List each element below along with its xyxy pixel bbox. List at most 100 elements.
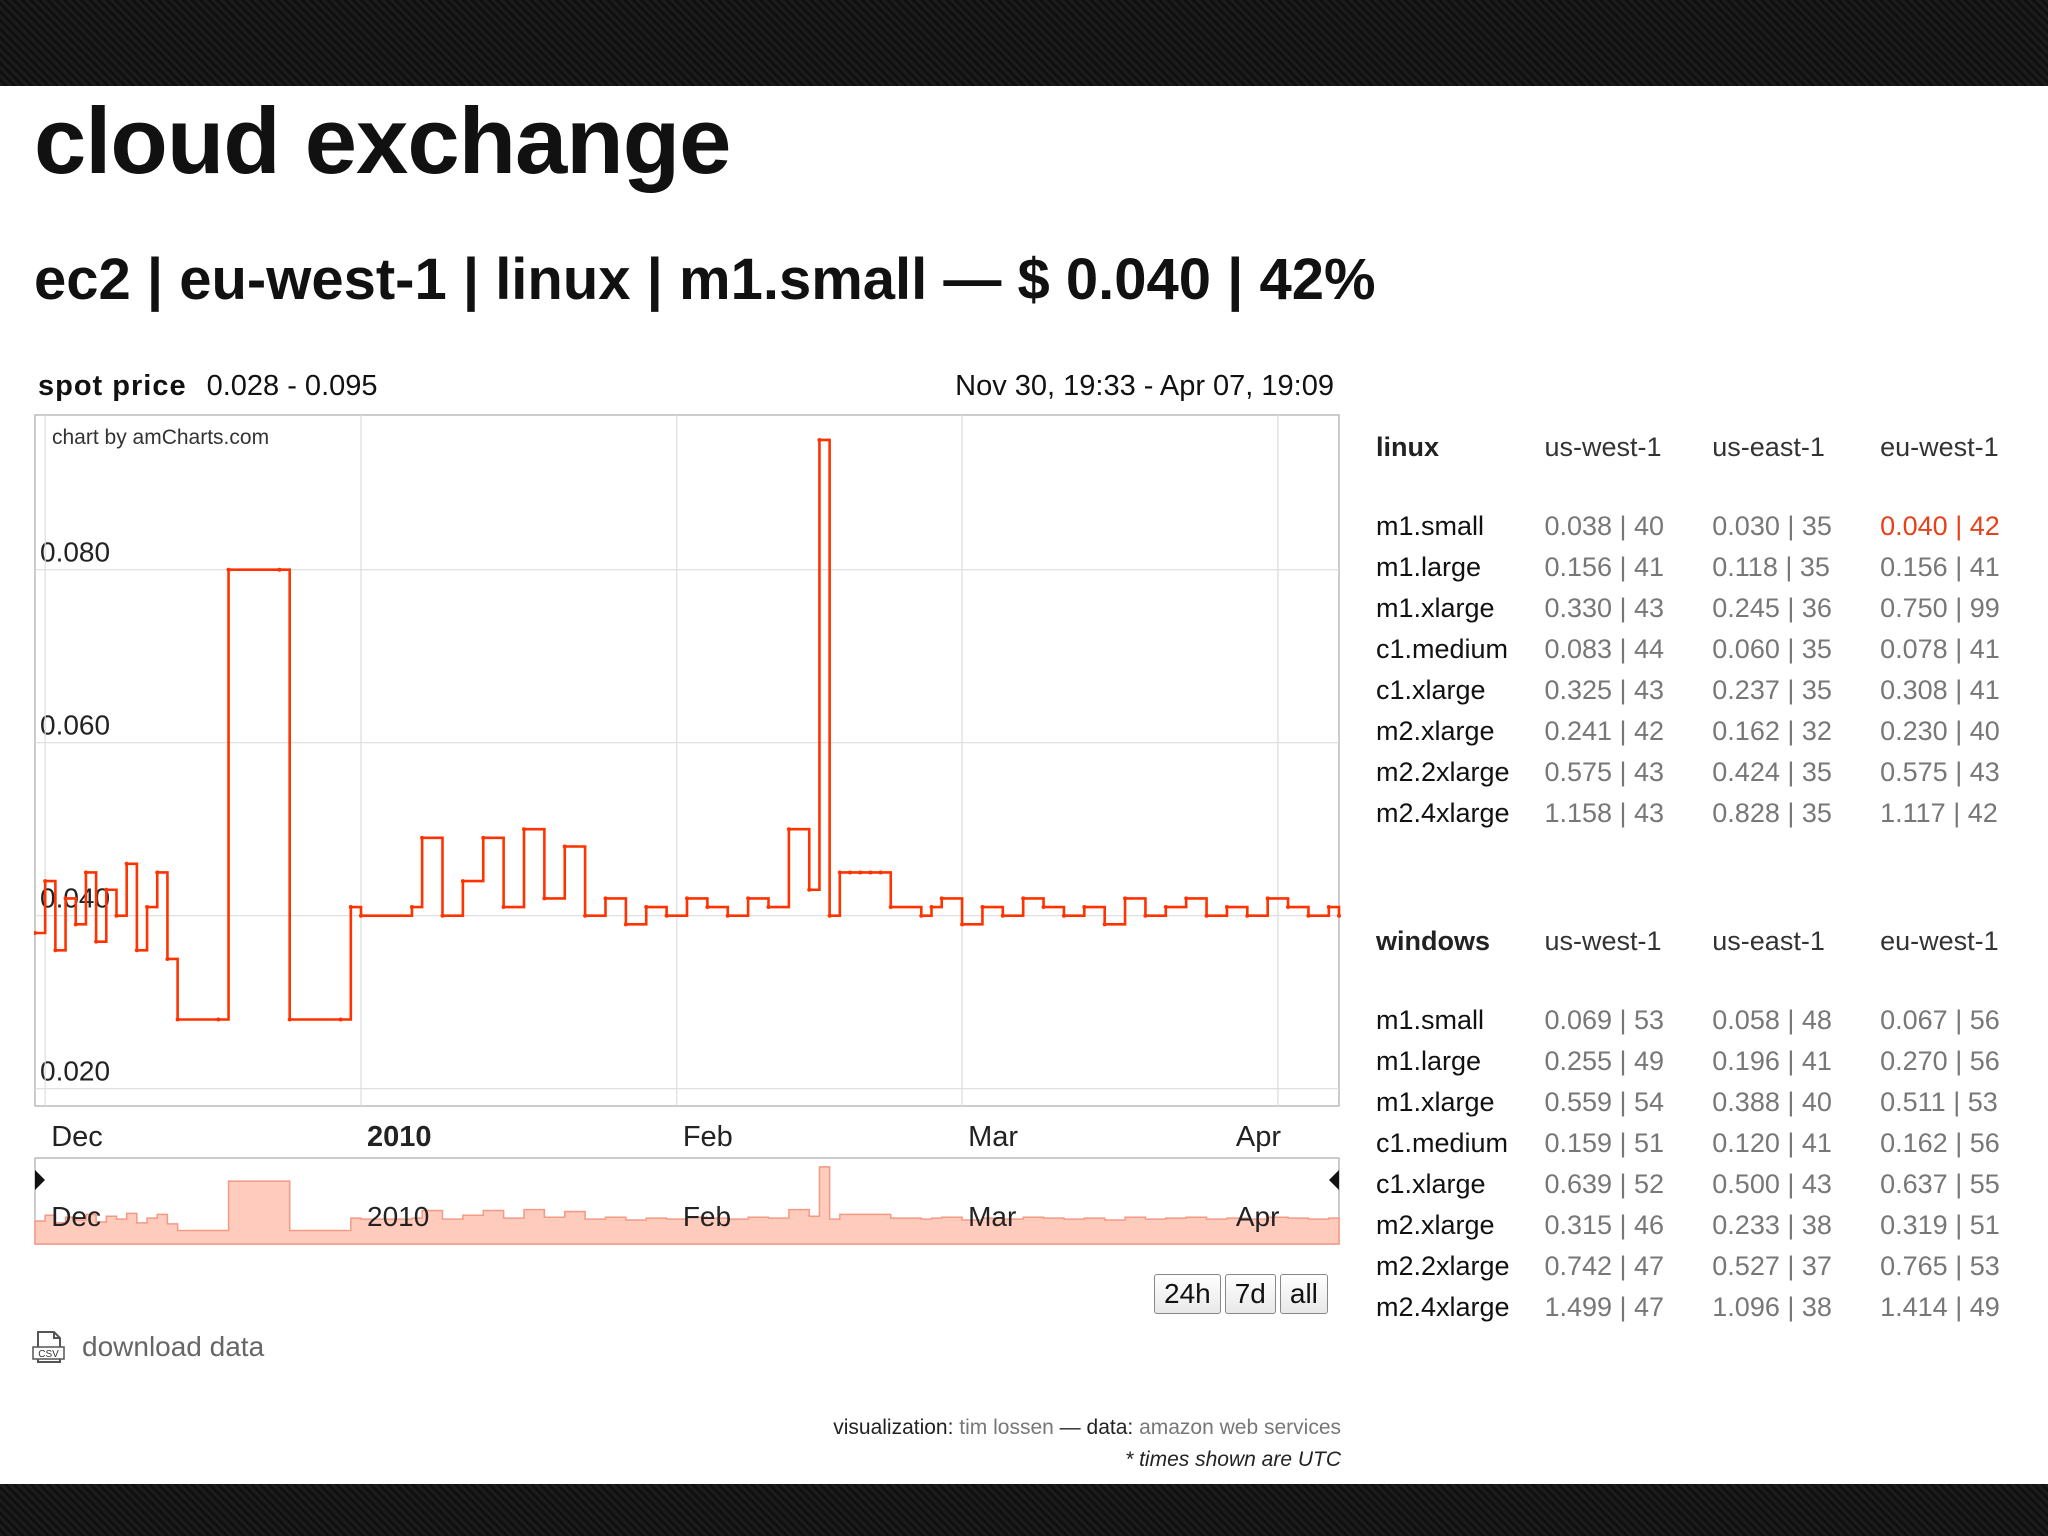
price-cell[interactable]: 0.828 | 35 xyxy=(1712,798,1832,828)
price-cell[interactable]: 0.424 | 35 xyxy=(1712,757,1832,787)
linux-col-us-east-1: us-east-1 xyxy=(1712,431,1825,462)
price-cell[interactable]: 0.038 | 40 xyxy=(1544,511,1665,541)
table-row[interactable]: c1.xlarge 0.639 | 52 0.500 | 43 0.637 | 55 xyxy=(1376,1164,2048,1205)
price-cell[interactable]: 0.233 | 38 xyxy=(1712,1210,1832,1240)
price-cell[interactable]: 0.156 | 41 xyxy=(1880,552,2000,582)
price-cell[interactable]: 0.156 | 41 xyxy=(1544,552,1665,582)
price-cell[interactable]: 1.158 | 43 xyxy=(1544,798,1665,828)
price-cell[interactable]: 0.308 | 41 xyxy=(1880,675,2000,705)
table-row[interactable]: m1.xlarge 0.559 | 54 0.388 | 40 0.511 | 53 xyxy=(1376,1082,2048,1123)
price-cell[interactable]: 0.330 | 43 xyxy=(1544,593,1665,623)
price-cell[interactable]: 0.388 | 40 xyxy=(1712,1087,1832,1117)
table-row[interactable]: m1.large 0.255 | 49 0.196 | 41 0.270 | 56 xyxy=(1376,1041,2048,1082)
price-cell[interactable]: 0.159 | 51 xyxy=(1544,1128,1665,1158)
data-point xyxy=(522,827,526,832)
data-point xyxy=(1245,913,1250,918)
price-cell[interactable]: 0.058 | 48 xyxy=(1712,1005,1832,1035)
price-cell[interactable]: 0.315 | 46 xyxy=(1544,1210,1665,1240)
price-cell[interactable]: 0.527 | 37 xyxy=(1712,1251,1832,1281)
data-point xyxy=(1265,896,1270,901)
data-point xyxy=(827,913,832,918)
price-cell[interactable]: 0.230 | 40 xyxy=(1880,716,2000,746)
data-point xyxy=(888,905,893,910)
price-cell[interactable]: 0.078 | 41 xyxy=(1880,634,2000,664)
data-point xyxy=(83,870,88,875)
data-point xyxy=(919,913,924,918)
price-cell[interactable]: 1.414 | 49 xyxy=(1880,1292,2000,1322)
range-button-all[interactable]: all xyxy=(1279,1274,1328,1315)
table-row[interactable]: m1.large 0.156 | 41 0.118 | 35 0.156 | 41 xyxy=(1376,547,2048,588)
table-row[interactable]: m2.4xlarge 1.499 | 47 1.096 | 38 1.414 | 49 xyxy=(1376,1287,2048,1328)
table-row[interactable]: c1.medium 0.159 | 51 0.120 | 41 0.162 | 56 xyxy=(1376,1123,2048,1164)
price-cell[interactable]: 0.245 | 36 xyxy=(1712,593,1832,623)
credits-data-name[interactable]: amazon web services xyxy=(1139,1416,1341,1439)
x-axis-tick-label: Feb xyxy=(683,1121,733,1153)
price-cell[interactable]: 1.117 | 42 xyxy=(1880,798,1998,828)
x-axis-tick-label: 2010 xyxy=(367,1121,432,1153)
data-point xyxy=(1123,896,1128,901)
price-cell[interactable]: 0.559 | 54 xyxy=(1544,1087,1665,1117)
data-point xyxy=(338,1017,343,1022)
table-row[interactable]: m1.xlarge 0.330 | 43 0.245 | 36 0.750 | 99 xyxy=(1376,588,2048,629)
navigator-right-handle[interactable] xyxy=(1329,1170,1339,1190)
table-row[interactable]: m1.small 0.069 | 53 0.058 | 48 0.067 | 56 xyxy=(1376,1000,2048,1041)
table-row[interactable]: c1.xlarge 0.325 | 43 0.237 | 35 0.308 | 41 xyxy=(1376,670,2048,711)
linux-table-header: linux xyxy=(1376,431,1440,462)
price-cell[interactable]: 0.118 | 35 xyxy=(1712,552,1830,582)
price-cell[interactable]: 0.319 | 51 xyxy=(1880,1210,2000,1240)
data-point xyxy=(583,913,588,918)
price-cell[interactable]: 0.067 | 56 xyxy=(1880,1005,2000,1035)
navigator-left-handle[interactable] xyxy=(35,1170,45,1190)
data-point xyxy=(848,870,852,875)
data-point xyxy=(501,905,506,910)
price-cell[interactable]: 0.069 | 53 xyxy=(1544,1005,1665,1035)
data-point xyxy=(1163,905,1168,910)
table-row[interactable]: m2.4xlarge 1.158 | 43 0.828 | 35 1.117 | 42 xyxy=(1376,793,2048,834)
data-point xyxy=(1286,905,1291,910)
table-row[interactable]: m2.2xlarge 0.742 | 47 0.527 | 37 0.765 | 53 xyxy=(1376,1246,2048,1287)
table-row[interactable]: m1.small 0.038 | 40 0.030 | 35 0.040 | 42 xyxy=(1376,506,2048,547)
price-cell[interactable]: 0.575 | 43 xyxy=(1880,757,2000,787)
data-point xyxy=(725,913,730,918)
price-cell[interactable]: 0.060 | 35 xyxy=(1712,634,1832,664)
price-cell[interactable]: 0.637 | 55 xyxy=(1880,1169,2000,1199)
spot-price-chart[interactable]: 0.020 0.040 0.060 0.080 Dec 2010 Feb Mar Apr char… xyxy=(33,414,1344,1274)
table-row[interactable]: m2.2xlarge 0.575 | 43 0.424 | 35 0.575 | 43 xyxy=(1376,752,2048,793)
price-cell[interactable]: 0.765 | 53 xyxy=(1880,1251,2000,1281)
price-cell[interactable]: 0.750 | 99 xyxy=(1880,593,2000,623)
credits-viz-name[interactable]: tim lossen xyxy=(959,1416,1054,1439)
price-cell[interactable]: 0.500 | 43 xyxy=(1712,1169,1832,1199)
table-row[interactable]: m2.xlarge 0.241 | 42 0.162 | 32 0.230 | 40 xyxy=(1376,711,2048,752)
table-row[interactable]: m2.xlarge 0.315 | 46 0.233 | 38 0.319 | 51 xyxy=(1376,1205,2048,1246)
price-cell[interactable]: 0.575 | 43 xyxy=(1544,757,1665,787)
price-cell[interactable]: 0.511 | 53 xyxy=(1880,1087,1998,1117)
instance-type: m1.small xyxy=(1376,1005,1485,1035)
price-cell[interactable]: 0.030 | 35 xyxy=(1712,511,1832,541)
price-cell[interactable]: 0.040 | 42 xyxy=(1880,511,2000,541)
price-cell[interactable]: 1.096 | 38 xyxy=(1712,1292,1832,1322)
download-data-link[interactable]: CSV download data xyxy=(32,1330,264,1364)
instance-type: m2.2xlarge xyxy=(1376,757,1510,787)
price-cell[interactable]: 1.499 | 47 xyxy=(1544,1292,1665,1322)
table-row[interactable]: c1.medium 0.083 | 44 0.060 | 35 0.078 | 41 xyxy=(1376,629,2048,670)
data-point xyxy=(124,861,129,866)
price-cell[interactable]: 0.120 | 41 xyxy=(1712,1128,1832,1158)
price-cell[interactable]: 0.639 | 52 xyxy=(1544,1169,1665,1199)
price-cell[interactable]: 0.325 | 43 xyxy=(1544,675,1665,705)
price-cell[interactable]: 0.162 | 56 xyxy=(1880,1128,2000,1158)
price-cell[interactable]: 0.196 | 41 xyxy=(1712,1046,1832,1076)
price-cell[interactable]: 0.255 | 49 xyxy=(1544,1046,1665,1076)
price-cell[interactable]: 0.237 | 35 xyxy=(1712,675,1832,705)
price-cell[interactable]: 0.162 | 32 xyxy=(1712,716,1832,746)
price-cell[interactable]: 0.083 | 44 xyxy=(1544,634,1665,664)
price-cell[interactable]: 0.270 | 56 xyxy=(1880,1046,2000,1076)
price-cell[interactable]: 0.742 | 47 xyxy=(1544,1251,1665,1281)
range-button-24h[interactable]: 24h xyxy=(1154,1274,1221,1315)
price-cell[interactable]: 0.241 | 42 xyxy=(1544,716,1665,746)
range-button-7d[interactable]: 7d xyxy=(1224,1274,1276,1315)
data-point xyxy=(644,905,649,910)
chart-date-range: Nov 30, 19:33 - Apr 07, 19:09 xyxy=(955,370,1334,402)
page: cloud exchange ec2 | eu-west-1 | linux |… xyxy=(0,86,2048,1484)
windows-table-header: windows xyxy=(1376,925,1490,956)
